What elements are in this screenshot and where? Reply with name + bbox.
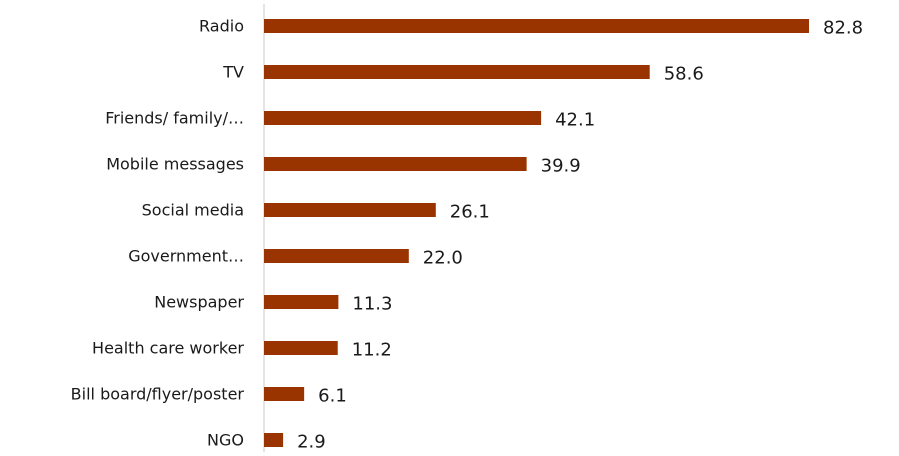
bar-5: [264, 249, 409, 263]
bar-8: [264, 387, 304, 401]
category-label: Health care worker: [92, 339, 244, 358]
category-label: NGO: [207, 431, 244, 450]
bar-0: [264, 19, 809, 33]
bar-9: [264, 433, 283, 447]
value-label: 11.3: [352, 294, 392, 315]
bar-1: [264, 65, 650, 79]
bar-3: [264, 157, 527, 171]
value-labels-group: 82.8 58.6 42.1 39.9 26.1 22.0 11.3 11.2 6.1 2.9: [297, 18, 863, 453]
category-label: TV: [222, 63, 244, 82]
value-label: 82.8: [823, 18, 863, 39]
value-label: 6.1: [318, 386, 347, 407]
value-label: 26.1: [450, 202, 490, 223]
category-label: Friends/ family/…: [105, 109, 244, 128]
value-label: 22.0: [423, 248, 463, 269]
value-label: 2.9: [297, 432, 326, 453]
category-labels-group: Radio TV Friends/ family/… Mobile messages S…: [71, 17, 245, 450]
category-label: Newspaper: [154, 293, 244, 312]
value-label: 39.9: [541, 156, 581, 177]
value-label: 58.6: [664, 64, 704, 85]
category-label: Radio: [199, 17, 244, 36]
value-label: 42.1: [555, 110, 595, 131]
bar-4: [264, 203, 436, 217]
bars-group: [264, 19, 809, 447]
bar-2: [264, 111, 541, 125]
bar-7: [264, 341, 338, 355]
bar-6: [264, 295, 338, 309]
value-label: 11.2: [352, 340, 392, 361]
category-label: Government…: [128, 247, 244, 266]
category-label: Mobile messages: [106, 155, 244, 174]
category-label: Bill board/flyer/poster: [71, 385, 245, 404]
category-label: Social media: [142, 201, 244, 220]
